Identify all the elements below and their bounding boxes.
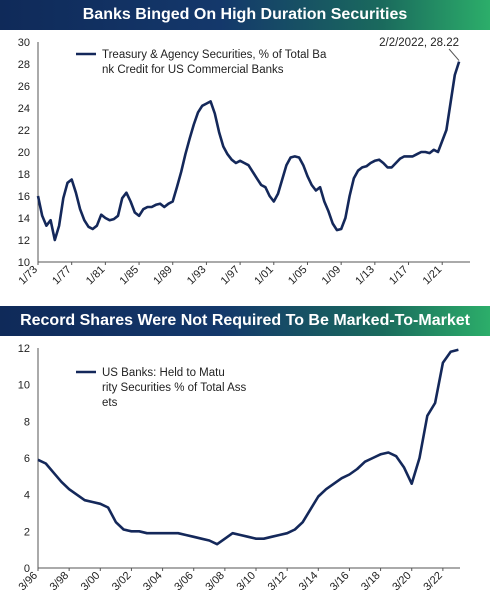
legend: US Banks: Held to Matu rity Securities % … — [76, 367, 246, 409]
x-tick-label: 1/77 — [50, 264, 74, 288]
y-tick-label: 30 — [18, 37, 30, 49]
chart-title-bottom: Record Shares Were Not Required To Be Ma… — [0, 306, 490, 336]
x-tick-label: 3/00 — [79, 570, 103, 594]
x-tick-label: 3/96 — [16, 570, 40, 594]
y-tick-label: 12 — [18, 235, 30, 247]
x-tick-label: 1/13 — [353, 264, 377, 288]
x-tick-label: 3/98 — [48, 570, 72, 594]
x-tick-label: 3/04 — [141, 570, 165, 594]
x-tick-label: 1/05 — [286, 264, 310, 288]
peak-annotation: 2/2/2022, 28.22 — [379, 37, 459, 49]
x-tick-label: 1/01 — [252, 264, 276, 288]
x-tick-label: 1/85 — [118, 264, 142, 288]
y-tick-label: 14 — [18, 213, 30, 225]
y-tick-label: 4 — [24, 490, 30, 502]
x-tick-label: 3/22 — [421, 570, 445, 594]
x-tick-label: 3/08 — [203, 570, 227, 594]
x-tick-label: 1/17 — [387, 264, 411, 288]
x-tick-label: 3/20 — [390, 570, 414, 594]
x-tick-label: 3/02 — [110, 570, 134, 594]
x-tick-label: 1/93 — [185, 264, 209, 288]
y-tick-label: 12 — [18, 343, 30, 355]
legend: Treasury & Agency Securities, % of Total… — [76, 49, 327, 76]
y-tick-label: 16 — [18, 191, 30, 203]
y-tick-label: 28 — [18, 59, 30, 71]
x-tick-label: 3/18 — [359, 570, 383, 594]
y-tick-label: 26 — [18, 81, 30, 93]
annotation-leader-line — [449, 49, 459, 61]
chart-title-top: Banks Binged On High Duration Securities — [0, 0, 490, 30]
x-tick-label: 3/16 — [328, 570, 352, 594]
x-tick-label: 3/06 — [172, 570, 196, 594]
x-tick-label: 3/12 — [266, 570, 290, 594]
x-tick-label: 1/21 — [421, 264, 445, 288]
y-tick-label: 10 — [18, 380, 30, 392]
y-tick-label: 6 — [24, 453, 30, 465]
y-tick-label: 18 — [18, 169, 30, 181]
legend-label: Treasury & Agency Securities, % of Total… — [102, 49, 327, 76]
y-tick-label: 20 — [18, 147, 30, 159]
legend-label: US Banks: Held to Matu rity Securities % … — [102, 367, 246, 409]
y-tick-label: 2 — [24, 526, 30, 538]
x-tick-label: 1/89 — [151, 264, 175, 288]
x-tick-label: 1/81 — [84, 264, 108, 288]
x-tick-label: 1/09 — [320, 264, 344, 288]
x-tick-label: 3/14 — [297, 570, 321, 594]
x-tick-label: 3/10 — [234, 570, 258, 594]
y-tick-label: 8 — [24, 416, 30, 428]
y-tick-label: 22 — [18, 125, 30, 137]
y-tick-label: 24 — [18, 103, 30, 115]
series-line — [38, 62, 459, 240]
x-tick-label: 1/97 — [219, 264, 243, 288]
